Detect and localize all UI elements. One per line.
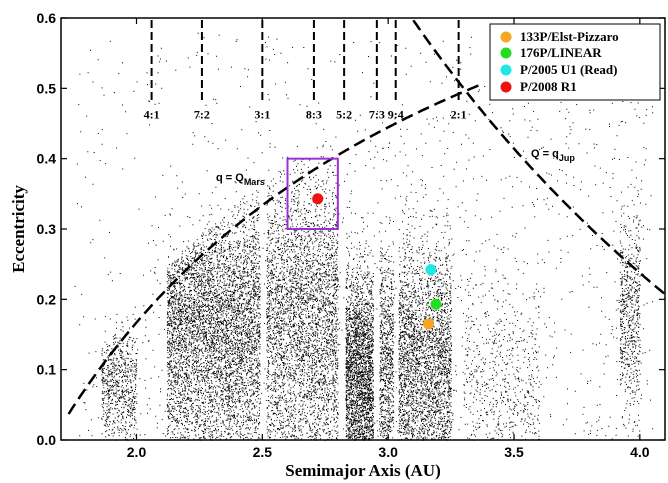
legend-label-133p: 133P/Elst-Pizzaro xyxy=(520,29,619,44)
y-tick-label: 0.4 xyxy=(37,151,57,167)
legend-label-p2008r1: P/2008 R1 xyxy=(520,79,577,94)
x-tick-label: 2.5 xyxy=(253,444,273,460)
curve-label-jupiter: Q = qJup xyxy=(531,148,575,163)
legend-marker-133p xyxy=(500,31,512,43)
resonance-lines: 4:1 7:2 3:1 8:3 5:2 7:3 9:4 2:1 xyxy=(144,20,467,121)
comet-point xyxy=(422,318,434,330)
y-axis-ticks: 0.0 0.1 0.2 0.3 0.4 0.5 0.6 xyxy=(37,10,665,448)
resonance-label: 7:3 xyxy=(369,107,385,121)
legend-label-p2005u1: P/2005 U1 (Read) xyxy=(520,62,618,77)
legend-marker-p2005u1 xyxy=(500,64,512,76)
x-tick-label: 4.0 xyxy=(630,444,650,460)
x-tick-label: 2.0 xyxy=(127,444,147,460)
comet-point xyxy=(312,193,324,205)
asteroid-dots xyxy=(74,32,654,442)
x-tick-label: 3.0 xyxy=(378,444,398,460)
boundary-curves xyxy=(67,19,666,415)
y-tick-label: 0.6 xyxy=(37,10,57,26)
y-tick-label: 0.5 xyxy=(37,80,57,96)
y-axis-label: Eccentricity xyxy=(9,185,28,273)
resonance-label: 7:2 xyxy=(194,107,210,121)
y-tick-label: 0.0 xyxy=(37,432,57,448)
curve-label-jupiter-sub: Jup xyxy=(559,153,576,163)
resonance-label: 5:2 xyxy=(336,107,352,121)
resonance-label: 8:3 xyxy=(306,107,322,121)
comet-point xyxy=(430,298,442,310)
resonance-label: 2:1 xyxy=(451,107,467,121)
legend-label-176p: 176P/LINEAR xyxy=(520,45,602,60)
legend-marker-176p xyxy=(500,47,512,59)
legend-marker-p2008r1 xyxy=(500,81,512,93)
asteroid-population xyxy=(74,32,654,442)
x-tick-label: 3.5 xyxy=(504,444,524,460)
curve-label-jupiter-main: Q = q xyxy=(531,148,559,160)
comet-point xyxy=(425,264,437,276)
y-tick-label: 0.1 xyxy=(37,362,57,378)
curve-q-jupiter xyxy=(412,19,666,296)
resonance-label: 3:1 xyxy=(254,107,270,121)
legend: 133P/Elst-Pizzaro 176P/LINEAR P/2005 U1 … xyxy=(489,23,661,101)
x-axis-ticks: 2.0 2.5 3.0 3.5 4.0 xyxy=(127,18,650,460)
highlight-box xyxy=(286,157,339,231)
comet-markers xyxy=(312,193,442,330)
curve-label-mars: q = QMars xyxy=(216,172,265,187)
y-tick-label: 0.2 xyxy=(37,291,57,307)
resonance-label: 4:1 xyxy=(144,107,160,121)
curve-label-mars-main: q = Q xyxy=(216,172,244,184)
curve-label-mars-sub: Mars xyxy=(244,177,265,187)
resonance-label: 9:4 xyxy=(388,107,404,121)
y-tick-label: 0.3 xyxy=(37,221,57,237)
legend-box xyxy=(489,23,661,101)
curve-q-mars xyxy=(67,84,480,415)
x-axis-label: Semimajor Axis (AU) xyxy=(285,461,441,480)
